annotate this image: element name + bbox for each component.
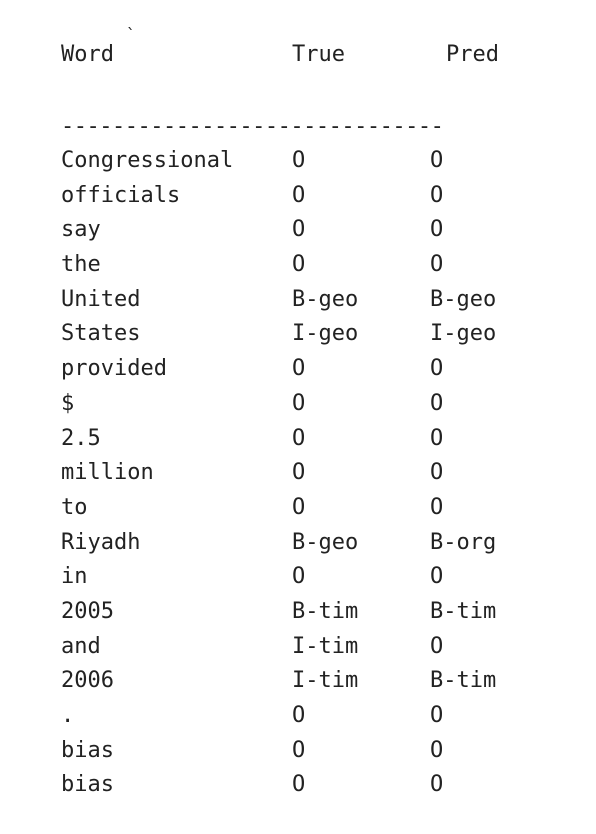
cell-true-tag: O	[292, 460, 306, 486]
cell-pred-tag: O	[430, 425, 444, 451]
table-row: provided O O	[0, 352, 596, 387]
cell-word: officials	[61, 182, 181, 208]
table-row: 2.5 O O	[0, 422, 596, 457]
table-row: in O O	[0, 560, 596, 595]
cell-pred-tag: O	[430, 703, 444, 728]
cell-pred-tag: I-geo	[430, 321, 497, 347]
cell-true-tag: I-tim	[292, 668, 359, 694]
cell-pred-tag: O	[430, 148, 444, 173]
cell-true-tag: I-geo	[292, 321, 359, 347]
table-row: the O O	[0, 248, 596, 283]
cell-word: million	[61, 460, 154, 486]
cell-pred-tag: O	[430, 564, 444, 590]
cell-pred-tag: O	[430, 182, 444, 208]
table-row: say O O	[0, 213, 596, 248]
cell-word: in	[61, 564, 88, 590]
cell-word: the	[61, 252, 101, 278]
table-row: . O O	[0, 699, 596, 734]
cell-pred-tag: O	[430, 633, 444, 659]
cell-word: bias	[61, 737, 114, 763]
cell-word: $	[61, 390, 75, 416]
cell-true-tag: O	[292, 252, 306, 278]
cell-word: 2006	[61, 668, 114, 694]
cell-pred-tag: O	[430, 217, 444, 243]
table-row: bias O O	[0, 768, 596, 803]
table-row: million O O	[0, 456, 596, 491]
cell-word: 2005	[61, 598, 114, 624]
cell-true-tag: B-geo	[292, 529, 359, 555]
cell-true-tag: I-tim	[292, 633, 359, 659]
cell-pred-tag: O	[430, 772, 444, 798]
cell-true-tag: O	[292, 217, 306, 243]
table-row: Congressional O O	[0, 144, 596, 179]
cell-word: 2.5	[61, 425, 101, 451]
cell-pred-tag: O	[430, 494, 444, 520]
cell-true-tag: B-geo	[292, 286, 359, 312]
table-row: United B-geo B-geo	[0, 283, 596, 318]
table-row: officials O O	[0, 179, 596, 214]
header-word: Word	[61, 42, 114, 67]
table-row: 2005 B-tim B-tim	[0, 595, 596, 630]
cell-word: provided	[61, 356, 167, 382]
cell-word: States	[61, 321, 141, 347]
cell-word: bias	[61, 772, 114, 798]
table-row: 2006 I-tim B-tim	[0, 664, 596, 699]
cell-pred-tag: O	[430, 737, 444, 763]
cell-true-tag: O	[292, 494, 306, 520]
table-row: to O O	[0, 491, 596, 526]
cell-pred-tag: B-tim	[430, 598, 497, 624]
cell-word: to	[61, 494, 88, 520]
cell-true-tag: O	[292, 425, 306, 451]
cell-pred-tag: B-tim	[430, 668, 497, 694]
cell-true-tag: O	[292, 182, 306, 208]
cell-word: United	[61, 286, 141, 312]
table-header: Word True Pred	[0, 38, 596, 72]
cell-pred-tag: B-geo	[430, 286, 497, 312]
cell-pred-tag: O	[430, 390, 444, 416]
cell-true-tag: O	[292, 737, 306, 763]
table-row: States I-geo I-geo	[0, 317, 596, 352]
table-row: Riyadh B-geo B-org	[0, 526, 596, 561]
cell-true-tag: O	[292, 772, 306, 798]
table-row: bias O O	[0, 734, 596, 769]
divider-line: ------------------------------	[61, 114, 444, 139]
cell-word: .	[61, 703, 75, 728]
header-true: True	[292, 42, 345, 67]
cell-word: Riyadh	[61, 529, 141, 555]
cell-pred-tag: O	[430, 356, 444, 382]
cell-word: and	[61, 633, 101, 659]
cell-pred-tag: O	[430, 460, 444, 486]
cell-word: say	[61, 217, 101, 243]
cell-word: Congressional	[61, 148, 234, 173]
cell-true-tag: O	[292, 356, 306, 382]
cell-true-tag: O	[292, 703, 306, 728]
cell-true-tag: O	[292, 148, 306, 173]
cell-pred-tag: O	[430, 252, 444, 278]
stray-tick-mark: `	[126, 25, 136, 44]
cell-true-tag: O	[292, 564, 306, 590]
cell-true-tag: O	[292, 390, 306, 416]
cell-pred-tag: B-org	[430, 529, 497, 555]
header-pred: Pred	[446, 42, 499, 67]
cell-true-tag: B-tim	[292, 598, 359, 624]
table-row: and I-tim O	[0, 630, 596, 665]
table-row: $ O O	[0, 387, 596, 422]
